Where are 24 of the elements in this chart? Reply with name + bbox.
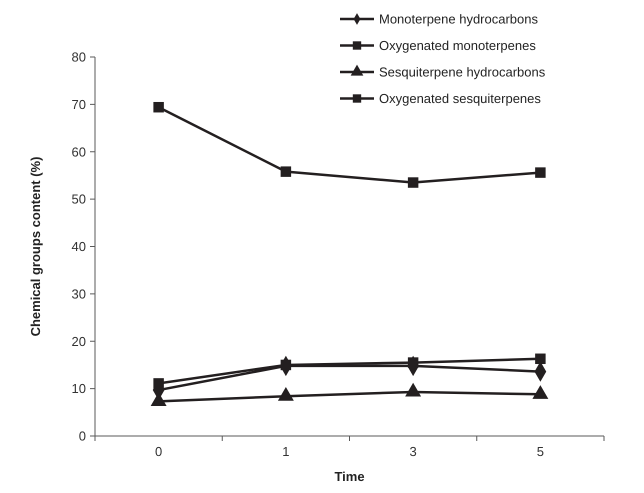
y-tick-label: 30 bbox=[72, 286, 86, 302]
y-tick-label: 0 bbox=[78, 428, 86, 444]
y-tick-label: 50 bbox=[72, 192, 86, 207]
x-tick-label: 1 bbox=[282, 444, 290, 459]
point bbox=[408, 177, 418, 188]
y-tick-label: 80 bbox=[72, 50, 86, 65]
y-tick-label: 20 bbox=[72, 334, 86, 349]
legend-label: Oxygenated sesquiterpenes bbox=[379, 91, 542, 106]
legend-label: Oxygenated monoterpenes bbox=[379, 38, 536, 54]
point bbox=[535, 167, 546, 178]
y-tick-label: 10 bbox=[72, 381, 86, 396]
x-tick-label: 3 bbox=[410, 444, 417, 459]
y-tick-label: 60 bbox=[72, 144, 86, 160]
legend-label: Monoterpene hydrocarbons bbox=[379, 12, 538, 27]
y-tick-label: 40 bbox=[72, 239, 86, 254]
legend-label: Sesquiterpene hydrocarbons bbox=[379, 64, 546, 80]
point bbox=[280, 166, 292, 177]
y-axis-title: Chemical groups content (%) bbox=[28, 156, 43, 336]
x-axis-title: Time bbox=[334, 469, 365, 484]
x-tick-label: 0 bbox=[155, 444, 162, 459]
point bbox=[535, 354, 546, 364]
y-tick-label: 70 bbox=[72, 96, 86, 112]
point bbox=[153, 102, 164, 112]
x-tick-label: 5 bbox=[536, 444, 544, 459]
